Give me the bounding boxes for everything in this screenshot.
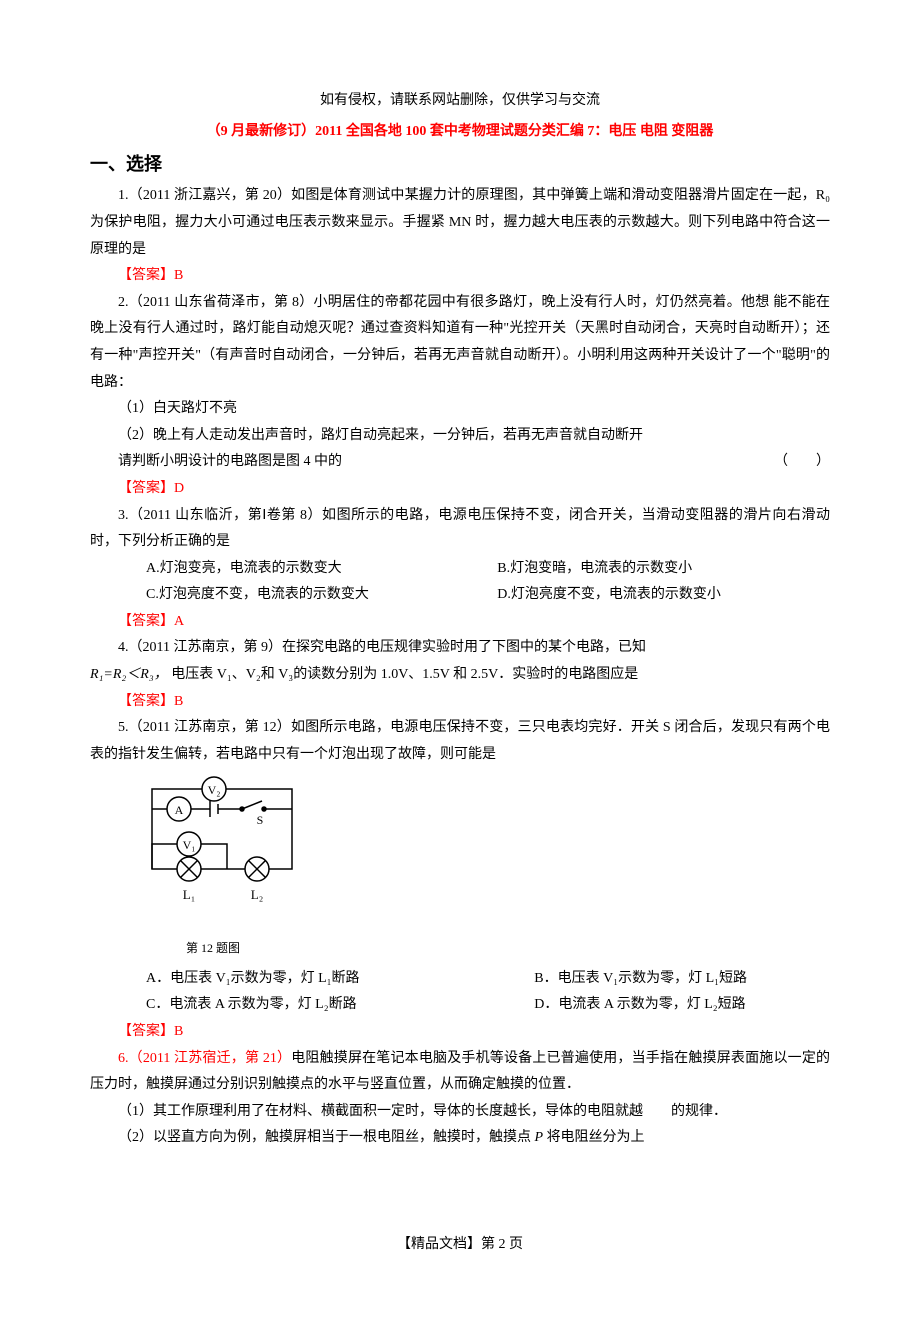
q6-text: 6.（2011 江苏宿迁，第 21）电阻触摸屏在笔记本电脑及手机等设备上已普遍使… — [90, 1046, 830, 1099]
q5-optC: C．电流表 A 示数为零，灯 L₂断路 — [118, 992, 503, 1019]
q5-optD: D．电流表 A 示数为零，灯 L₂短路 — [506, 992, 745, 1019]
q6-sub2: （2）以竖直方向为例，触摸屏相当于一根电阻丝，触摸时，触摸点 P 将电阻丝分为上 — [90, 1125, 830, 1152]
q2-sub3-right: （ ） — [746, 449, 830, 476]
q6-sub2-right: 将电阻丝分为上 — [543, 1130, 645, 1145]
q4-part3: 电压表 V₁、V₂和 V₃的读数分别为 1.0V、1.5V 和 2.5V．实验时… — [171, 667, 638, 682]
q1-answer: 【答案】B — [90, 263, 830, 290]
document-title: （9 月最新修订）2011 全国各地 100 套中考物理试题分类汇编 7：电压 … — [90, 119, 830, 146]
q5-optA: A．电压表 V₁示数为零，灯 L₁断路 — [118, 966, 503, 993]
q5-text: 5.（2011 江苏南京，第 12）如图所示电路，电源电压保持不变，三只电表均完… — [90, 715, 830, 768]
q3-text: 3.（2011 山东临沂，第Ⅰ卷第 8）如图所示的电路，电源电压保持不变，闭合开… — [90, 503, 830, 556]
q3-optB: B.灯泡变暗，电流表的示数变小 — [469, 556, 817, 583]
label-l2: L₂ — [251, 887, 263, 902]
section-title: 一、选择 — [90, 147, 830, 181]
q3-optA: A.灯泡变亮，电流表的示数变大 — [118, 556, 466, 583]
label-s: S — [257, 813, 264, 827]
q5-options-row1: A．电压表 V₁示数为零，灯 L₁断路 B．电压表 V₁示数为零，灯 L₁短路 — [90, 966, 830, 993]
q6-sub2-left: （2）以竖直方向为例，触摸屏相当于一根电阻丝，触摸时，触摸点 — [118, 1130, 535, 1145]
q5-options-row2: C．电流表 A 示数为零，灯 L₂断路 D．电流表 A 示数为零，灯 L₂短路 — [90, 992, 830, 1019]
q3-optC: C.灯泡亮度不变，电流表的示数变大 — [118, 582, 466, 609]
q6-sub1: （1）其工作原理利用了在材料、横截面积一定时，导体的长度越长，导体的电阻就越 的… — [90, 1099, 830, 1126]
circuit-svg: V₂ A S V₁ — [132, 774, 312, 924]
q6-sub2-p: P — [535, 1130, 544, 1145]
q4-formula: R₁=R₂＜R₃， — [90, 667, 168, 682]
q5-answer: 【答案】B — [90, 1019, 830, 1046]
label-a: A — [175, 803, 184, 817]
label-v1: V₁ — [183, 838, 196, 852]
q2-sub3-left: 请判断小明设计的电路图是图 4 中的 — [90, 449, 342, 476]
q5-optB: B．电压表 V₁示数为零，灯 L₁短路 — [506, 966, 747, 993]
q3-options-row1: A.灯泡变亮，电流表的示数变大 B.灯泡变暗，电流表的示数变小 — [90, 556, 830, 583]
q3-optD: D.灯泡亮度不变，电流表的示数变小 — [469, 582, 817, 609]
q4-line2: R₁=R₂＜R₃， 电压表 V₁、V₂和 V₃的读数分别为 1.0V、1.5V … — [90, 662, 830, 689]
label-v2: V₂ — [208, 783, 221, 797]
q4-text: 4.（2011 江苏南京，第 9）在探究电路的电压规律实验时用了下图中的某个电路… — [90, 635, 830, 662]
q4-answer: 【答案】B — [90, 689, 830, 716]
q1-text: 1.（2011 浙江嘉兴，第 20）如图是体育测试中某握力计的原理图，其中弹簧上… — [90, 183, 830, 263]
circuit-diagram: V₂ A S V₁ — [132, 774, 830, 959]
q3-options-row2: C.灯泡亮度不变，电流表的示数变大 D.灯泡亮度不变，电流表的示数变小 — [90, 582, 830, 609]
q2-sub2: （2）晚上有人走动发出声音时，路灯自动亮起来，一分钟后，若再无声音就自动断开 — [90, 423, 830, 450]
header-note: 如有侵权，请联系网站删除，仅供学习与交流 — [90, 88, 830, 115]
q6-source: 6.（2011 江苏宿迁，第 21） — [118, 1051, 291, 1066]
q2-answer: 【答案】D — [90, 476, 830, 503]
q2-text: 2.（2011 山东省荷泽市，第 8）小明居住的帝都花园中有很多路灯，晚上没有行… — [90, 290, 830, 396]
circuit-caption: 第 12 题图 — [186, 937, 830, 960]
q4-part1: 4.（2011 江苏南京，第 9）在探究电路的电压规律实验时用了下图中的某个电路… — [118, 640, 646, 655]
q2-sub1: （1）白天路灯不亮 — [90, 396, 830, 423]
q2-sub3: 请判断小明设计的电路图是图 4 中的 （ ） — [90, 449, 830, 476]
q3-answer: 【答案】A — [90, 609, 830, 636]
page-footer: 【精品文档】第 2 页 — [90, 1232, 830, 1259]
label-l1: L₁ — [183, 887, 195, 902]
